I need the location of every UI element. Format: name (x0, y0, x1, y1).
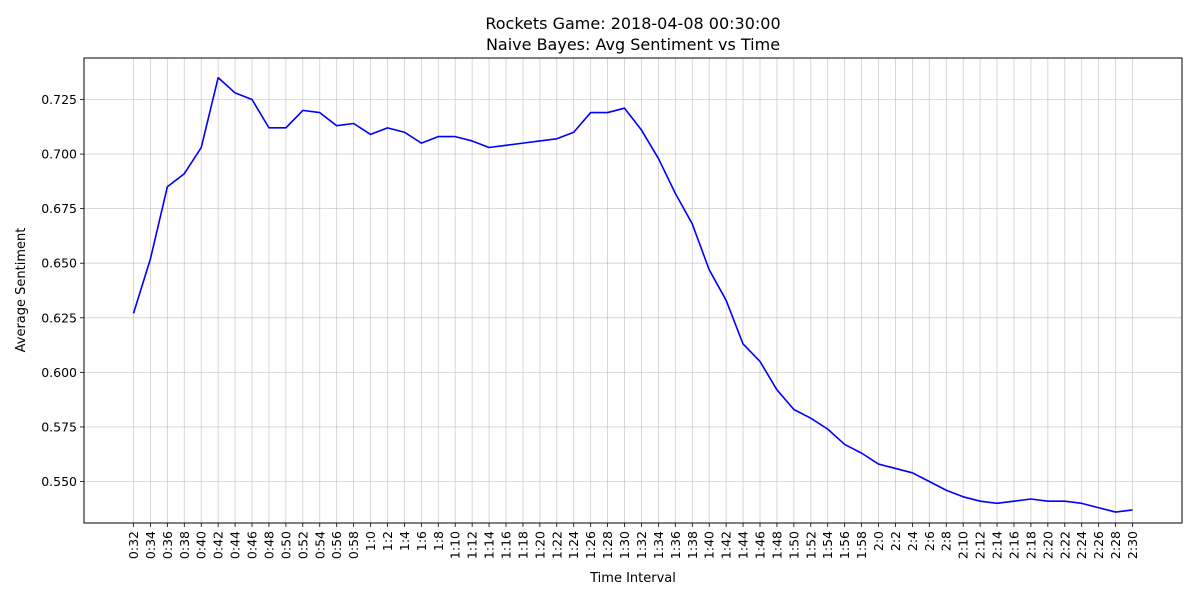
x-tick-label: 0:56 (329, 531, 344, 559)
y-tick-label: 0.725 (41, 92, 77, 107)
x-tick-label: 2:28 (1108, 531, 1123, 559)
x-tick-label: 0:44 (228, 531, 243, 559)
x-tick-label: 1:10 (448, 531, 463, 559)
x-tick-label: 2:10 (956, 531, 971, 559)
x-tick-label: 1:54 (820, 531, 835, 559)
x-tick-label: 1:44 (736, 531, 751, 559)
x-tick-label: 1:6 (414, 531, 429, 551)
x-tick-label: 2:4 (905, 531, 920, 551)
x-tick-label: 2:14 (990, 531, 1005, 559)
x-tick-label: 0:40 (194, 531, 209, 559)
x-tick-label: 2:20 (1040, 531, 1055, 559)
x-tick-label: 0:50 (278, 531, 293, 559)
x-tick-label: 1:40 (702, 531, 717, 559)
x-tick-label: 1:22 (549, 531, 564, 559)
x-tick-label: 0:48 (261, 531, 276, 559)
y-axis-label: Average Sentiment (14, 228, 29, 353)
x-tick-label: 1:26 (583, 531, 598, 559)
x-tick-label: 2:6 (922, 531, 937, 551)
y-tick-label: 0.550 (41, 474, 77, 489)
x-tick-label: 2:22 (1057, 531, 1072, 559)
x-tick-label: 1:14 (482, 531, 497, 559)
x-tick-label: 1:30 (617, 531, 632, 559)
y-tick-label: 0.575 (41, 419, 77, 434)
x-tick-label: 1:4 (397, 531, 412, 551)
x-tick-label: 0:52 (295, 531, 310, 559)
sentiment-series-line (132, 76, 1133, 513)
x-tick-label: 2:12 (973, 531, 988, 559)
y-tick-label: 0.600 (41, 365, 77, 380)
x-tick-label: 0:46 (245, 531, 260, 559)
y-tick-label: 0.675 (41, 201, 77, 216)
x-tick-label: 1:2 (380, 531, 395, 551)
chart-subtitle: Naive Bayes: Avg Sentiment vs Time (486, 35, 780, 54)
x-tick-label: 1:48 (769, 531, 784, 559)
x-tick-label: 0:38 (177, 531, 192, 559)
x-tick-label: 1:56 (837, 531, 852, 559)
x-tick-label: 1:46 (752, 531, 767, 559)
x-tick-label: 0:42 (211, 531, 226, 559)
x-tick-label: 2:18 (1023, 531, 1038, 559)
x-tick-label: 1:16 (499, 531, 514, 559)
x-tick-label: 1:34 (651, 531, 666, 559)
x-tick-label: 2:8 (939, 531, 954, 551)
x-tick-label: 1:36 (668, 531, 683, 559)
x-tick-label: 0:36 (160, 531, 175, 559)
x-tick-label: 1:58 (854, 531, 869, 559)
plot-area-frame (83, 57, 1183, 524)
x-tick-label: 1:24 (566, 531, 581, 559)
x-tick-label: 1:20 (532, 531, 547, 559)
x-tick-label: 0:54 (312, 531, 327, 559)
x-tick-label: 1:32 (634, 531, 649, 559)
x-tick-label: 1:8 (431, 531, 446, 551)
x-tick-label: 0:32 (126, 531, 141, 559)
x-tick-label: 2:16 (1006, 531, 1021, 559)
x-tick-label: 2:0 (871, 531, 886, 551)
axis-ticks: 0:32 0:34 0:36 0:38 0:40 0:42 0:44 0:46 0:48 0:50… (41, 92, 1140, 559)
y-tick-label: 0.625 (41, 310, 77, 325)
grid (84, 58, 1182, 523)
x-tick-label: 2:30 (1125, 531, 1140, 559)
x-axis-label: Time Interval (589, 571, 676, 586)
x-tick-label: 2:26 (1091, 531, 1106, 559)
x-tick-label: 1:50 (786, 531, 801, 559)
series (132, 76, 1133, 513)
x-tick-label: 1:18 (515, 531, 530, 559)
chart-title: Rockets Game: 2018-04-08 00:30:00 (485, 14, 780, 33)
x-tick-label: 1:28 (600, 531, 615, 559)
x-tick-label: 2:2 (888, 531, 903, 551)
x-tick-label: 0:58 (346, 531, 361, 559)
x-tick-label: 1:38 (685, 531, 700, 559)
x-tick-label: 2:24 (1074, 531, 1089, 559)
y-tick-label: 0.700 (41, 147, 77, 162)
x-tick-label: 1:42 (719, 531, 734, 559)
x-tick-label: 1:12 (465, 531, 480, 559)
x-tick-label: 1:0 (363, 531, 378, 551)
x-tick-label: 0:34 (143, 531, 158, 559)
y-tick-label: 0.650 (41, 256, 77, 271)
x-tick-label: 1:52 (803, 531, 818, 559)
